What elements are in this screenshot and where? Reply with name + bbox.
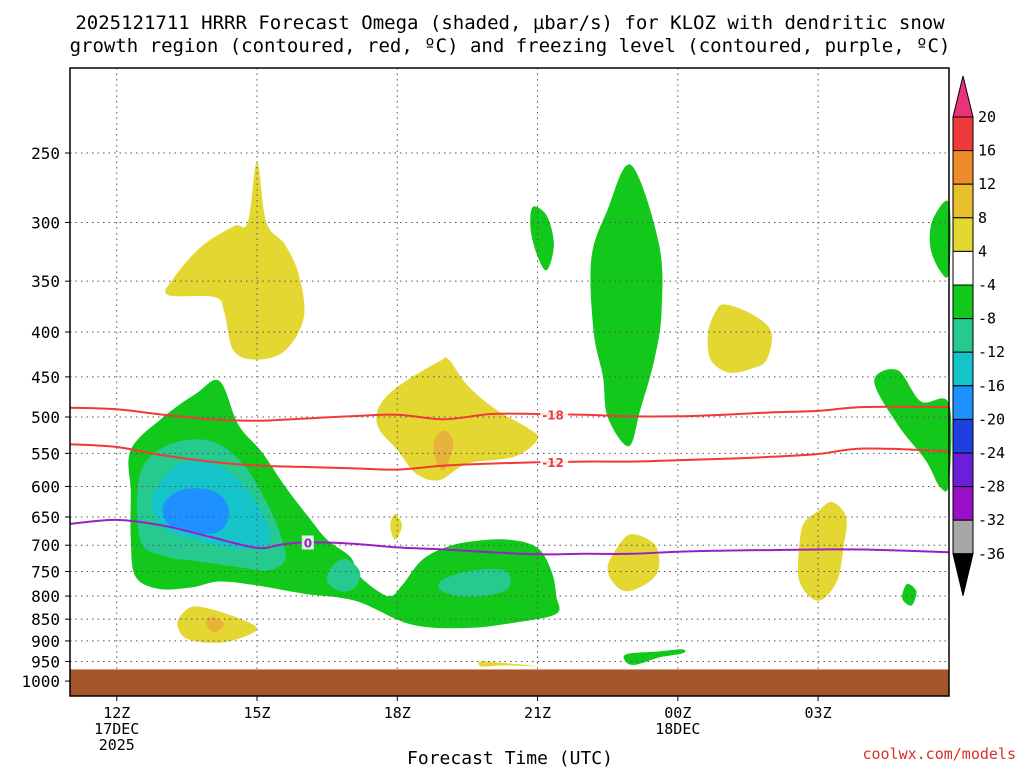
contour-lines: -18 -12 0 (69, 405, 950, 556)
colorbar-swatch-7 (952, 318, 974, 353)
y-tick-label-950: 950 (31, 653, 60, 672)
omega-region-ascent-right-edge-mid (874, 369, 952, 492)
colorbar-swatch-2 (952, 150, 974, 185)
colorbar-top-arrow (952, 75, 974, 118)
y-tick-label-350: 350 (31, 272, 60, 291)
colorbar-tick-label-16: 16 (978, 142, 996, 160)
colorbar-swatch-8 (952, 351, 974, 387)
omega-region-descent-center-700 (607, 534, 660, 592)
omega-region-ascent-dot-800 (902, 583, 917, 606)
plot-area: -18 -12 0 (69, 67, 952, 697)
omega-region-descent-low-left-core (205, 616, 225, 633)
colorbar-swatch-12 (952, 486, 974, 521)
x-tick-label-21Z: 21Z (524, 704, 551, 722)
y-tick-label-600: 600 (31, 477, 60, 496)
x-axis-label: Forecast Time (UTC) (407, 748, 613, 768)
x-tick-label-18Z: 18Z (384, 704, 411, 722)
colorbar-tick-label--16: -16 (978, 377, 1005, 395)
credit-text: coolwx.com/models (862, 745, 1016, 763)
colorbar-swatch-13 (952, 519, 974, 555)
omega-region-descent-upper-left (165, 162, 305, 360)
contour-dendritic-top-minus18 (69, 405, 950, 422)
contour-label-bg (540, 455, 569, 470)
omega-region-descent-mid-core (433, 430, 454, 471)
chart-title-line2: growth region (contoured, red, ºC) and f… (70, 35, 951, 57)
grid-lines (70, 68, 949, 670)
y-tick-label-250: 250 (31, 144, 60, 163)
colorbar: 20 16 12 8 4 -4 -8 -12 -16 -20 -24 -28 -32 -36 (952, 75, 1005, 596)
colorbar-tick-label-20: 20 (978, 108, 996, 126)
omega-region-ascent-small-300 (530, 206, 554, 271)
colorbar-bottom-arrow (952, 553, 974, 596)
y-tick-label-550: 550 (31, 444, 60, 463)
colorbar-tick-label--24: -24 (978, 444, 1005, 462)
colorbar-tick-label-8: 8 (978, 209, 987, 227)
contour-label-dendritic-top-minus18: -18 (542, 409, 564, 423)
omega-shaded-regions (128, 162, 952, 667)
y-tick-label-400: 400 (31, 323, 60, 342)
omega-region-ascent-tower (590, 164, 663, 447)
colorbar-swatch-6 (952, 284, 974, 320)
colorbar-swatch-9 (952, 385, 974, 420)
y-tick-label-800: 800 (31, 587, 60, 606)
y-tick-label-650: 650 (31, 508, 60, 527)
colorbar-tick-label-12: 12 (978, 175, 996, 193)
x-tick-label-18DEC: 18DEC (655, 720, 700, 738)
colorbar-tick-label--36: -36 (978, 545, 1005, 563)
omega-region-ascent-low-950 (623, 649, 686, 665)
y-tick-label-300: 300 (31, 213, 60, 232)
ground-surface (70, 669, 949, 696)
colorbar-swatch-4 (952, 217, 974, 252)
y-tick-label-1000: 1000 (21, 672, 60, 691)
colorbar-tick-label--12: -12 (978, 343, 1005, 361)
colorbar-swatch-11 (952, 452, 974, 488)
colorbar-swatch-5 (952, 250, 974, 286)
y-tick-label-900: 900 (31, 632, 60, 651)
y-axis-pressure: 250 300 350 400 450 500 550 600 650 700 750 800 850 9… (21, 144, 70, 691)
x-tick-label-12Z: 12Z (103, 704, 130, 722)
colorbar-swatch-3 (952, 183, 974, 219)
x-tick-label-17DEC: 17DEC (94, 720, 139, 738)
omega-region-ascent-small-teal-b (438, 568, 511, 597)
omega-region-descent-low-950 (478, 661, 538, 667)
x-tick-label-15Z: 15Z (243, 704, 270, 722)
y-tick-label-750: 750 (31, 562, 60, 581)
chart-title-line1: 2025121711 HRRR Forecast Omega (shaded, … (75, 12, 945, 34)
omega-region-descent-tiny-650 (390, 514, 402, 540)
colorbar-tick-label--32: -32 (978, 511, 1005, 529)
contour-dendritic-bottom-minus12 (69, 443, 950, 471)
y-tick-label-500: 500 (31, 408, 60, 427)
y-tick-label-700: 700 (31, 536, 60, 555)
colorbar-tick-label--20: -20 (978, 410, 1005, 428)
contour-label-bg (540, 407, 569, 422)
colorbar-swatch-10 (952, 418, 974, 454)
colorbar-swatch-1 (952, 116, 974, 152)
y-tick-label-450: 450 (31, 368, 60, 387)
colorbar-tick-label--8: -8 (978, 310, 996, 328)
x-tick-label-03Z: 03Z (805, 704, 832, 722)
colorbar-tick-label-4: 4 (978, 242, 987, 260)
contour-freezing-level-zero (69, 518, 950, 556)
contour-label-freezing-level-zero: 0 (304, 536, 312, 550)
colorbar-tick-label--4: -4 (978, 276, 996, 294)
contour-label-dendritic-bottom-minus12: -12 (542, 456, 564, 470)
omega-region-descent-right-400 (707, 304, 773, 373)
x-tick-label-2025: 2025 (99, 736, 135, 754)
omega-region-ascent-small-teal-a (326, 558, 361, 592)
colorbar-tick-label--28: -28 (978, 478, 1005, 496)
plot-frame (69, 67, 950, 697)
omega-region-descent-right-700 (797, 501, 847, 601)
x-tick-label-00Z: 00Z (664, 704, 691, 722)
y-tick-label-850: 850 (31, 610, 60, 629)
omega-region-ascent-main-blue (162, 488, 230, 535)
omega-region-ascent-right-edge-upper (929, 200, 951, 278)
contour-label-bg (301, 535, 314, 550)
